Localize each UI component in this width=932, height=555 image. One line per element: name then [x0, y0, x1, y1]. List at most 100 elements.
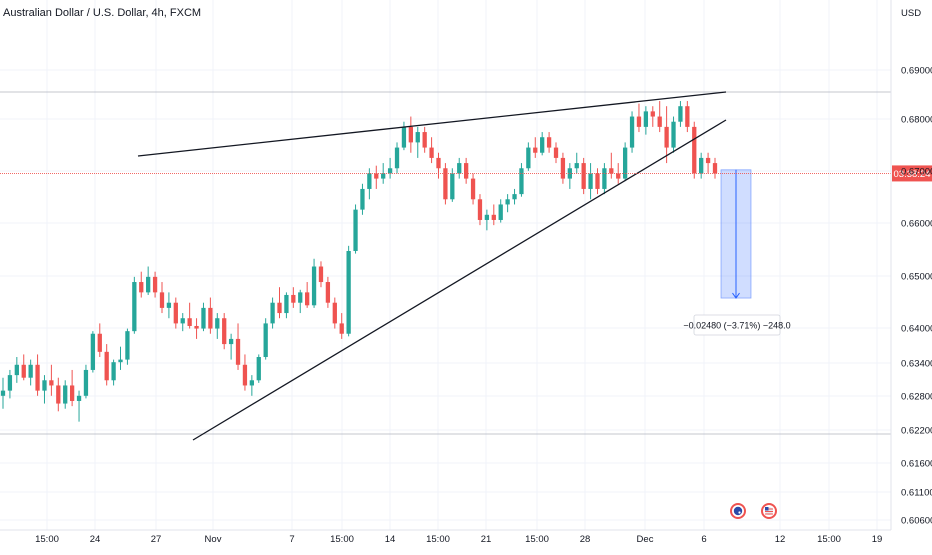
us-flag-icon[interactable] [761, 503, 777, 519]
x-tick-label: Nov [205, 534, 222, 545]
au-flag-icon[interactable] [730, 503, 746, 519]
measure-label-box [693, 314, 781, 336]
candle-body [353, 209, 358, 251]
candle-body [387, 168, 393, 174]
x-tick-label: 15:00 [426, 534, 450, 545]
candle-body [125, 331, 130, 360]
candle-body [63, 385, 68, 404]
candle-body [491, 214, 496, 220]
candle-body [42, 380, 47, 391]
candle-body [602, 168, 607, 189]
candle-body [118, 359, 123, 363]
candle-body [76, 395, 82, 401]
candle-body [318, 266, 324, 283]
candle-body [415, 132, 420, 143]
y-tick-label: 0.62800 [901, 392, 932, 403]
candle-body [235, 338, 241, 365]
current-price-line: 03:38:24 [0, 165, 932, 182]
candle-body [394, 147, 400, 169]
candle-body [49, 380, 54, 386]
y-tick-label: 0.61600 [901, 459, 932, 470]
candle-body [429, 147, 434, 158]
candle-body [35, 364, 40, 391]
candle-body [622, 147, 628, 179]
x-tick-label: 27 [151, 534, 162, 545]
y-tick-label: 0.64000 [901, 324, 932, 335]
candle-body [526, 147, 531, 169]
candle-body [222, 318, 227, 345]
candle-body [173, 302, 178, 324]
candle-body [560, 157, 566, 179]
candle-body [374, 173, 379, 179]
lower-trendline[interactable] [192, 119, 727, 441]
candle-body [187, 318, 192, 326]
candle-body [146, 276, 151, 293]
candle-body [90, 333, 96, 370]
candle-body [270, 302, 275, 324]
candle-body [450, 173, 455, 200]
candle-body [546, 137, 552, 148]
candle-body [553, 147, 559, 158]
candle-body [443, 168, 448, 200]
x-tick-label: 12 [775, 534, 786, 545]
candle-body [104, 351, 109, 381]
candle-body [215, 318, 220, 329]
candle-body [678, 106, 683, 122]
candle-body [56, 385, 61, 404]
candle-body [657, 116, 662, 127]
candle-body [671, 121, 676, 148]
candle-body [505, 199, 510, 205]
candle-body [643, 111, 649, 127]
event-markers[interactable] [730, 503, 777, 519]
candle-body [180, 318, 185, 324]
candle-body [360, 188, 365, 210]
x-tick-label: 21 [481, 534, 492, 545]
x-tick-label: Dec [637, 534, 654, 545]
candle-body [14, 364, 19, 376]
candle-body [367, 173, 372, 189]
y-tick-label: 0.66000 [901, 219, 932, 230]
x-tick-label: 15:00 [330, 534, 354, 545]
candle-body [249, 380, 254, 386]
y-tick-label: 0.67000 [901, 167, 932, 178]
candle-body [498, 204, 503, 220]
y-tick-label: 0.60600 [901, 516, 932, 527]
candle-body [139, 282, 144, 293]
x-tick-label: 7 [289, 534, 294, 545]
candle-body [0, 390, 6, 396]
y-tick-label: 0.68000 [901, 115, 932, 126]
x-tick-label: 15:00 [817, 534, 841, 545]
candle-body [484, 214, 490, 220]
candle-body [111, 362, 116, 381]
measure-tool[interactable]: −0.02480 (−3.71%) −248.0 [683, 169, 791, 336]
candle-body [256, 357, 261, 381]
candle-body [609, 168, 614, 174]
upper-trendline[interactable] [137, 91, 727, 157]
candle-body [201, 307, 206, 329]
candle-body [581, 163, 586, 189]
x-tick-label: 15:00 [525, 534, 549, 545]
candle-body [636, 116, 642, 127]
grid [0, 0, 891, 530]
candle-body [588, 173, 593, 189]
y-tick-label: 0.61100 [901, 488, 932, 499]
candle-body [325, 282, 331, 303]
x-tick-label: 15:00 [35, 534, 59, 545]
candle-body [152, 276, 158, 293]
price-timer-badge [892, 165, 932, 182]
x-tick-label: 24 [90, 534, 101, 545]
measure-label: −0.02480 (−3.71%) −248.0 [683, 321, 790, 331]
candle-body [595, 173, 600, 189]
candle-body [332, 302, 337, 324]
candle-body [436, 157, 441, 169]
y-axis[interactable]: 0.69000 0.68000 0.67000 0.66000 0.65000 0.640… [901, 66, 932, 527]
candle-body [263, 323, 268, 358]
trendlines [137, 91, 727, 441]
x-axis[interactable]: 15:00 24 27 Nov 7 15:00 14 15:00 21 15:00 28 Dec 6 12… [35, 534, 882, 545]
candle-body [97, 333, 102, 352]
candle-body [567, 168, 572, 179]
candle-body [208, 307, 213, 329]
chart-title: Australian Dollar / U.S. Dollar, 4h, FXC… [3, 7, 201, 19]
